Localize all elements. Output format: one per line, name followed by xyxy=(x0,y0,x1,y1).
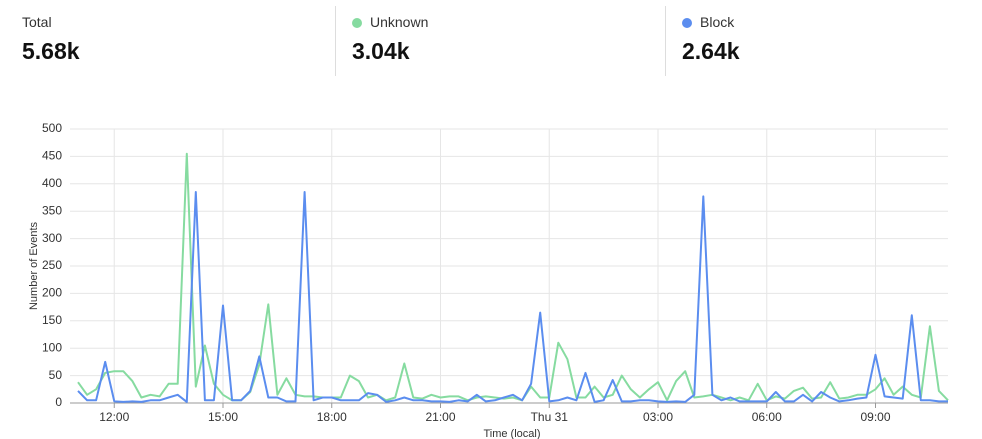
stat-value: 5.68k xyxy=(22,38,80,64)
x-tick-label: 21:00 xyxy=(425,410,455,424)
y-tick-label: 50 xyxy=(49,368,63,382)
x-axis-label: Time (local) xyxy=(483,428,540,439)
legend-dot xyxy=(352,18,362,28)
series-line xyxy=(77,191,948,403)
stat-value: 3.04k xyxy=(352,38,410,64)
y-tick-label: 300 xyxy=(42,231,62,245)
legend-label: Unknown xyxy=(370,14,429,30)
y-axis-label: Number of Events xyxy=(28,221,40,310)
x-tick-label: 12:00 xyxy=(99,410,129,424)
y-tick-label: 200 xyxy=(42,286,62,300)
divider xyxy=(665,6,666,76)
legend-entry: Block xyxy=(682,14,734,30)
x-tick-label: 15:00 xyxy=(208,410,238,424)
series-line xyxy=(77,152,949,402)
legend-entry: Unknown xyxy=(352,14,428,30)
x-tick-label: 18:00 xyxy=(317,410,347,424)
divider xyxy=(335,6,336,76)
y-tick-label: 450 xyxy=(42,149,62,163)
legend-dot xyxy=(682,18,692,28)
x-tick-label: Thu 31 xyxy=(531,410,569,424)
y-tick-label: 250 xyxy=(42,258,62,272)
x-tick-label: 03:00 xyxy=(643,410,673,424)
y-tick-label: 400 xyxy=(42,176,62,190)
stat-label: Total xyxy=(22,14,52,30)
y-tick-label: 100 xyxy=(42,340,62,354)
legend-label: Block xyxy=(700,14,735,30)
x-tick-label: 09:00 xyxy=(860,410,890,424)
y-tick-label: 500 xyxy=(42,121,62,135)
y-tick-label: 350 xyxy=(42,203,62,217)
y-tick-label: 0 xyxy=(55,395,62,409)
x-tick-label: 06:00 xyxy=(752,410,782,424)
y-tick-label: 150 xyxy=(42,313,62,327)
stat-value: 2.64k xyxy=(682,38,740,64)
